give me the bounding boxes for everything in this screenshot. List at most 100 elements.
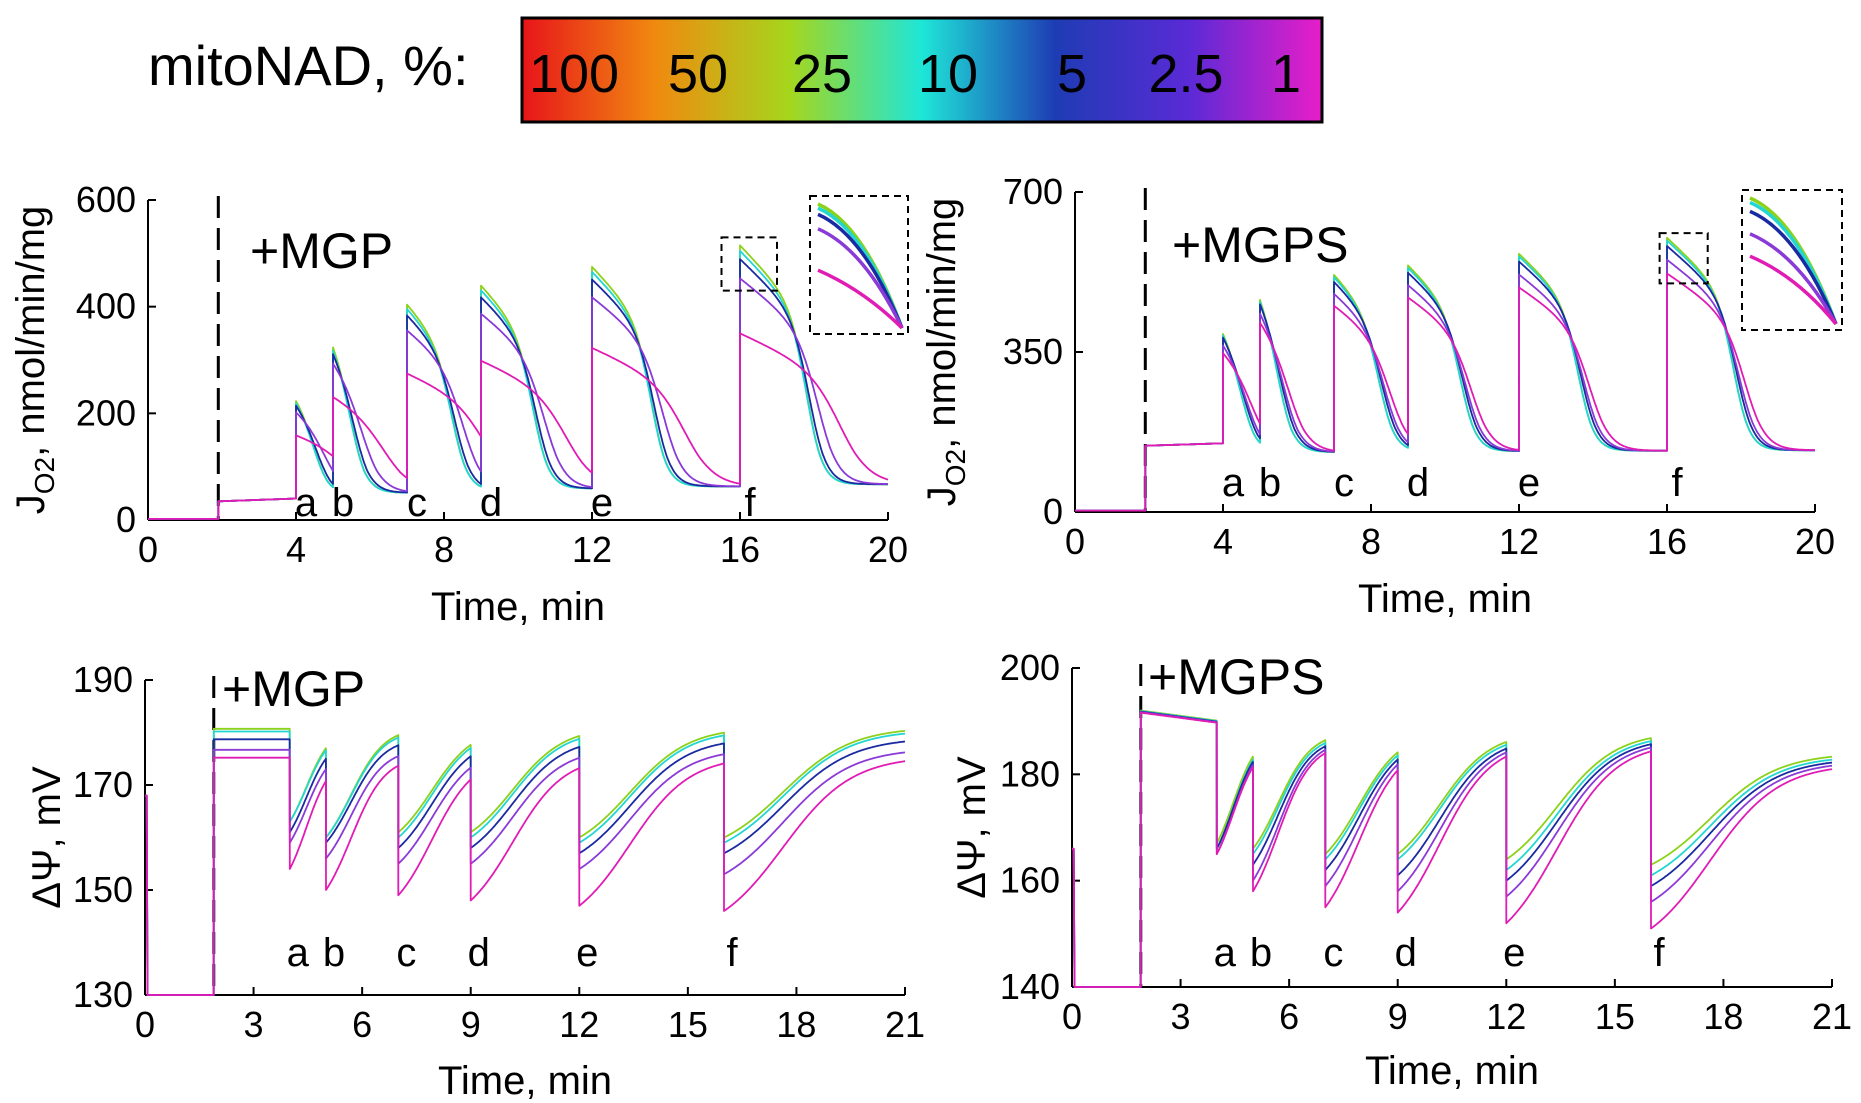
x-tick-label: 12	[1486, 996, 1526, 1037]
y-axis-label: JO2, nmol/min/mg	[9, 206, 60, 515]
x-tick-label: 21	[1812, 996, 1852, 1037]
x-tick-label: 12	[1499, 521, 1539, 562]
x-tick-label: 20	[868, 529, 908, 570]
legend-tick-100: 100	[529, 44, 619, 104]
y-tick-label: 0	[116, 499, 136, 540]
y-axis-label: ΔΨ, mV	[25, 766, 69, 909]
x-tick-label: 18	[1703, 996, 1743, 1037]
x-tick-label: 9	[1388, 996, 1408, 1037]
y-tick-label: 140	[1000, 966, 1060, 1007]
x-axis-label: Time, min	[431, 585, 605, 629]
series-line-25	[147, 244, 889, 520]
x-tick-label: 0	[138, 529, 158, 570]
x-tick-label: 6	[1279, 996, 1299, 1037]
x-tick-label: 6	[352, 1004, 372, 1045]
x-tick-label: 16	[720, 529, 760, 570]
x-tick-label: 16	[1647, 521, 1687, 562]
y-tick-label: 180	[1000, 753, 1060, 794]
y-tick-label: 170	[73, 764, 133, 805]
series-line-2_5	[1074, 258, 1816, 512]
legend-title: mitoNAD, %:	[148, 34, 469, 97]
legend-tick-5: 5	[1057, 44, 1087, 104]
colorbar	[520, 16, 1324, 124]
event-label-d: d	[480, 481, 502, 525]
event-label-a: a	[1222, 461, 1245, 505]
series-line-2_5	[144, 748, 906, 996]
y-tick-label: 130	[73, 974, 133, 1015]
y-tick-label: 700	[1003, 171, 1063, 212]
event-label-f: f	[1653, 931, 1665, 975]
event-label-e: e	[591, 481, 613, 525]
x-tick-label: 8	[1361, 521, 1381, 562]
event-label-d: d	[1407, 461, 1429, 505]
event-label-f: f	[1671, 461, 1683, 505]
panel-dpsi-mgp: 0 3 6 9 12 15 18 21 130 150 170 190 Time, min ΔΨ, mV +…	[25, 659, 925, 1103]
event-label-b: b	[323, 931, 345, 975]
series-line-5	[147, 258, 889, 520]
event-label-c: c	[396, 931, 416, 975]
x-tick-label: 0	[135, 1004, 155, 1045]
y-axis-label: ΔΨ, mV	[950, 756, 994, 899]
event-label-e: e	[1518, 461, 1540, 505]
y-tick-label: 350	[1003, 331, 1063, 372]
event-label-e: e	[1503, 931, 1525, 975]
series-line-1	[147, 332, 889, 520]
y-tick-label: 0	[1043, 491, 1063, 532]
event-label-b: b	[1250, 931, 1272, 975]
series-line-1	[144, 756, 906, 996]
zoom-region-box	[720, 236, 778, 292]
y-tick-label: 400	[76, 286, 136, 327]
series-line-2_5	[147, 277, 889, 520]
y-tick-label: 600	[76, 179, 136, 220]
y-tick-label: 200	[1000, 647, 1060, 688]
x-tick-label: 0	[1065, 521, 1085, 562]
x-axis-label: Time, min	[438, 1059, 612, 1103]
inset-line-5	[1749, 209, 1838, 325]
event-label-f: f	[726, 931, 738, 975]
x-tick-label: 0	[1062, 996, 1082, 1037]
x-tick-label: 21	[885, 1004, 925, 1045]
x-tick-label: 3	[244, 1004, 264, 1045]
x-tick-label: 15	[668, 1004, 708, 1045]
x-tick-label: 12	[572, 529, 612, 570]
substrate-annotation: +MGP	[250, 223, 393, 279]
legend-tick-1: 1	[1271, 44, 1301, 104]
series-line-25	[144, 727, 906, 996]
inset-line-1	[1749, 254, 1838, 326]
colorbar-legend: mitoNAD, %: 100 50 25 10 5 2.5 1	[148, 16, 1324, 124]
series-line-5	[144, 738, 906, 996]
substrate-annotation: +MGP	[222, 661, 365, 717]
y-tick-label: 150	[73, 869, 133, 910]
series-line-5	[1074, 245, 1816, 512]
series-line-10	[144, 730, 906, 996]
legend-tick-10: 10	[918, 44, 978, 104]
event-label-a: a	[287, 931, 310, 975]
x-tick-label: 4	[286, 529, 306, 570]
legend-tick-50: 50	[668, 44, 728, 104]
event-label-a: a	[295, 481, 318, 525]
x-tick-label: 8	[434, 529, 454, 570]
panel-dpsi-mgps: 0 3 6 9 12 15 18 21 140 160 180 200 Time, min ΔΨ, mV +…	[950, 647, 1852, 1093]
x-tick-label: 20	[1795, 521, 1835, 562]
x-axis-label: Time, min	[1358, 577, 1532, 621]
panel-jo2-mgps: 0 4 8 12 16 20 0 350 700 Time, min JO2, nmol/min/m…	[920, 171, 1843, 621]
zoom-region-box	[1658, 232, 1709, 285]
x-tick-label: 9	[461, 1004, 481, 1045]
x-axis-label: Time, min	[1365, 1049, 1539, 1093]
event-label-c: c	[1334, 461, 1354, 505]
event-label-b: b	[332, 481, 354, 525]
event-label-f: f	[744, 481, 756, 525]
x-tick-label: 3	[1171, 996, 1191, 1037]
event-label-e: e	[576, 931, 598, 975]
series-line-1	[1074, 272, 1816, 512]
inset-line-2_5	[817, 227, 904, 329]
x-tick-label: 12	[559, 1004, 599, 1045]
substrate-annotation: +MGPS	[1172, 217, 1348, 273]
x-tick-label: 4	[1213, 521, 1233, 562]
x-tick-label: 15	[1595, 996, 1635, 1037]
event-label-c: c	[1323, 931, 1343, 975]
event-label-b: b	[1259, 461, 1281, 505]
y-tick-label: 160	[1000, 860, 1060, 901]
